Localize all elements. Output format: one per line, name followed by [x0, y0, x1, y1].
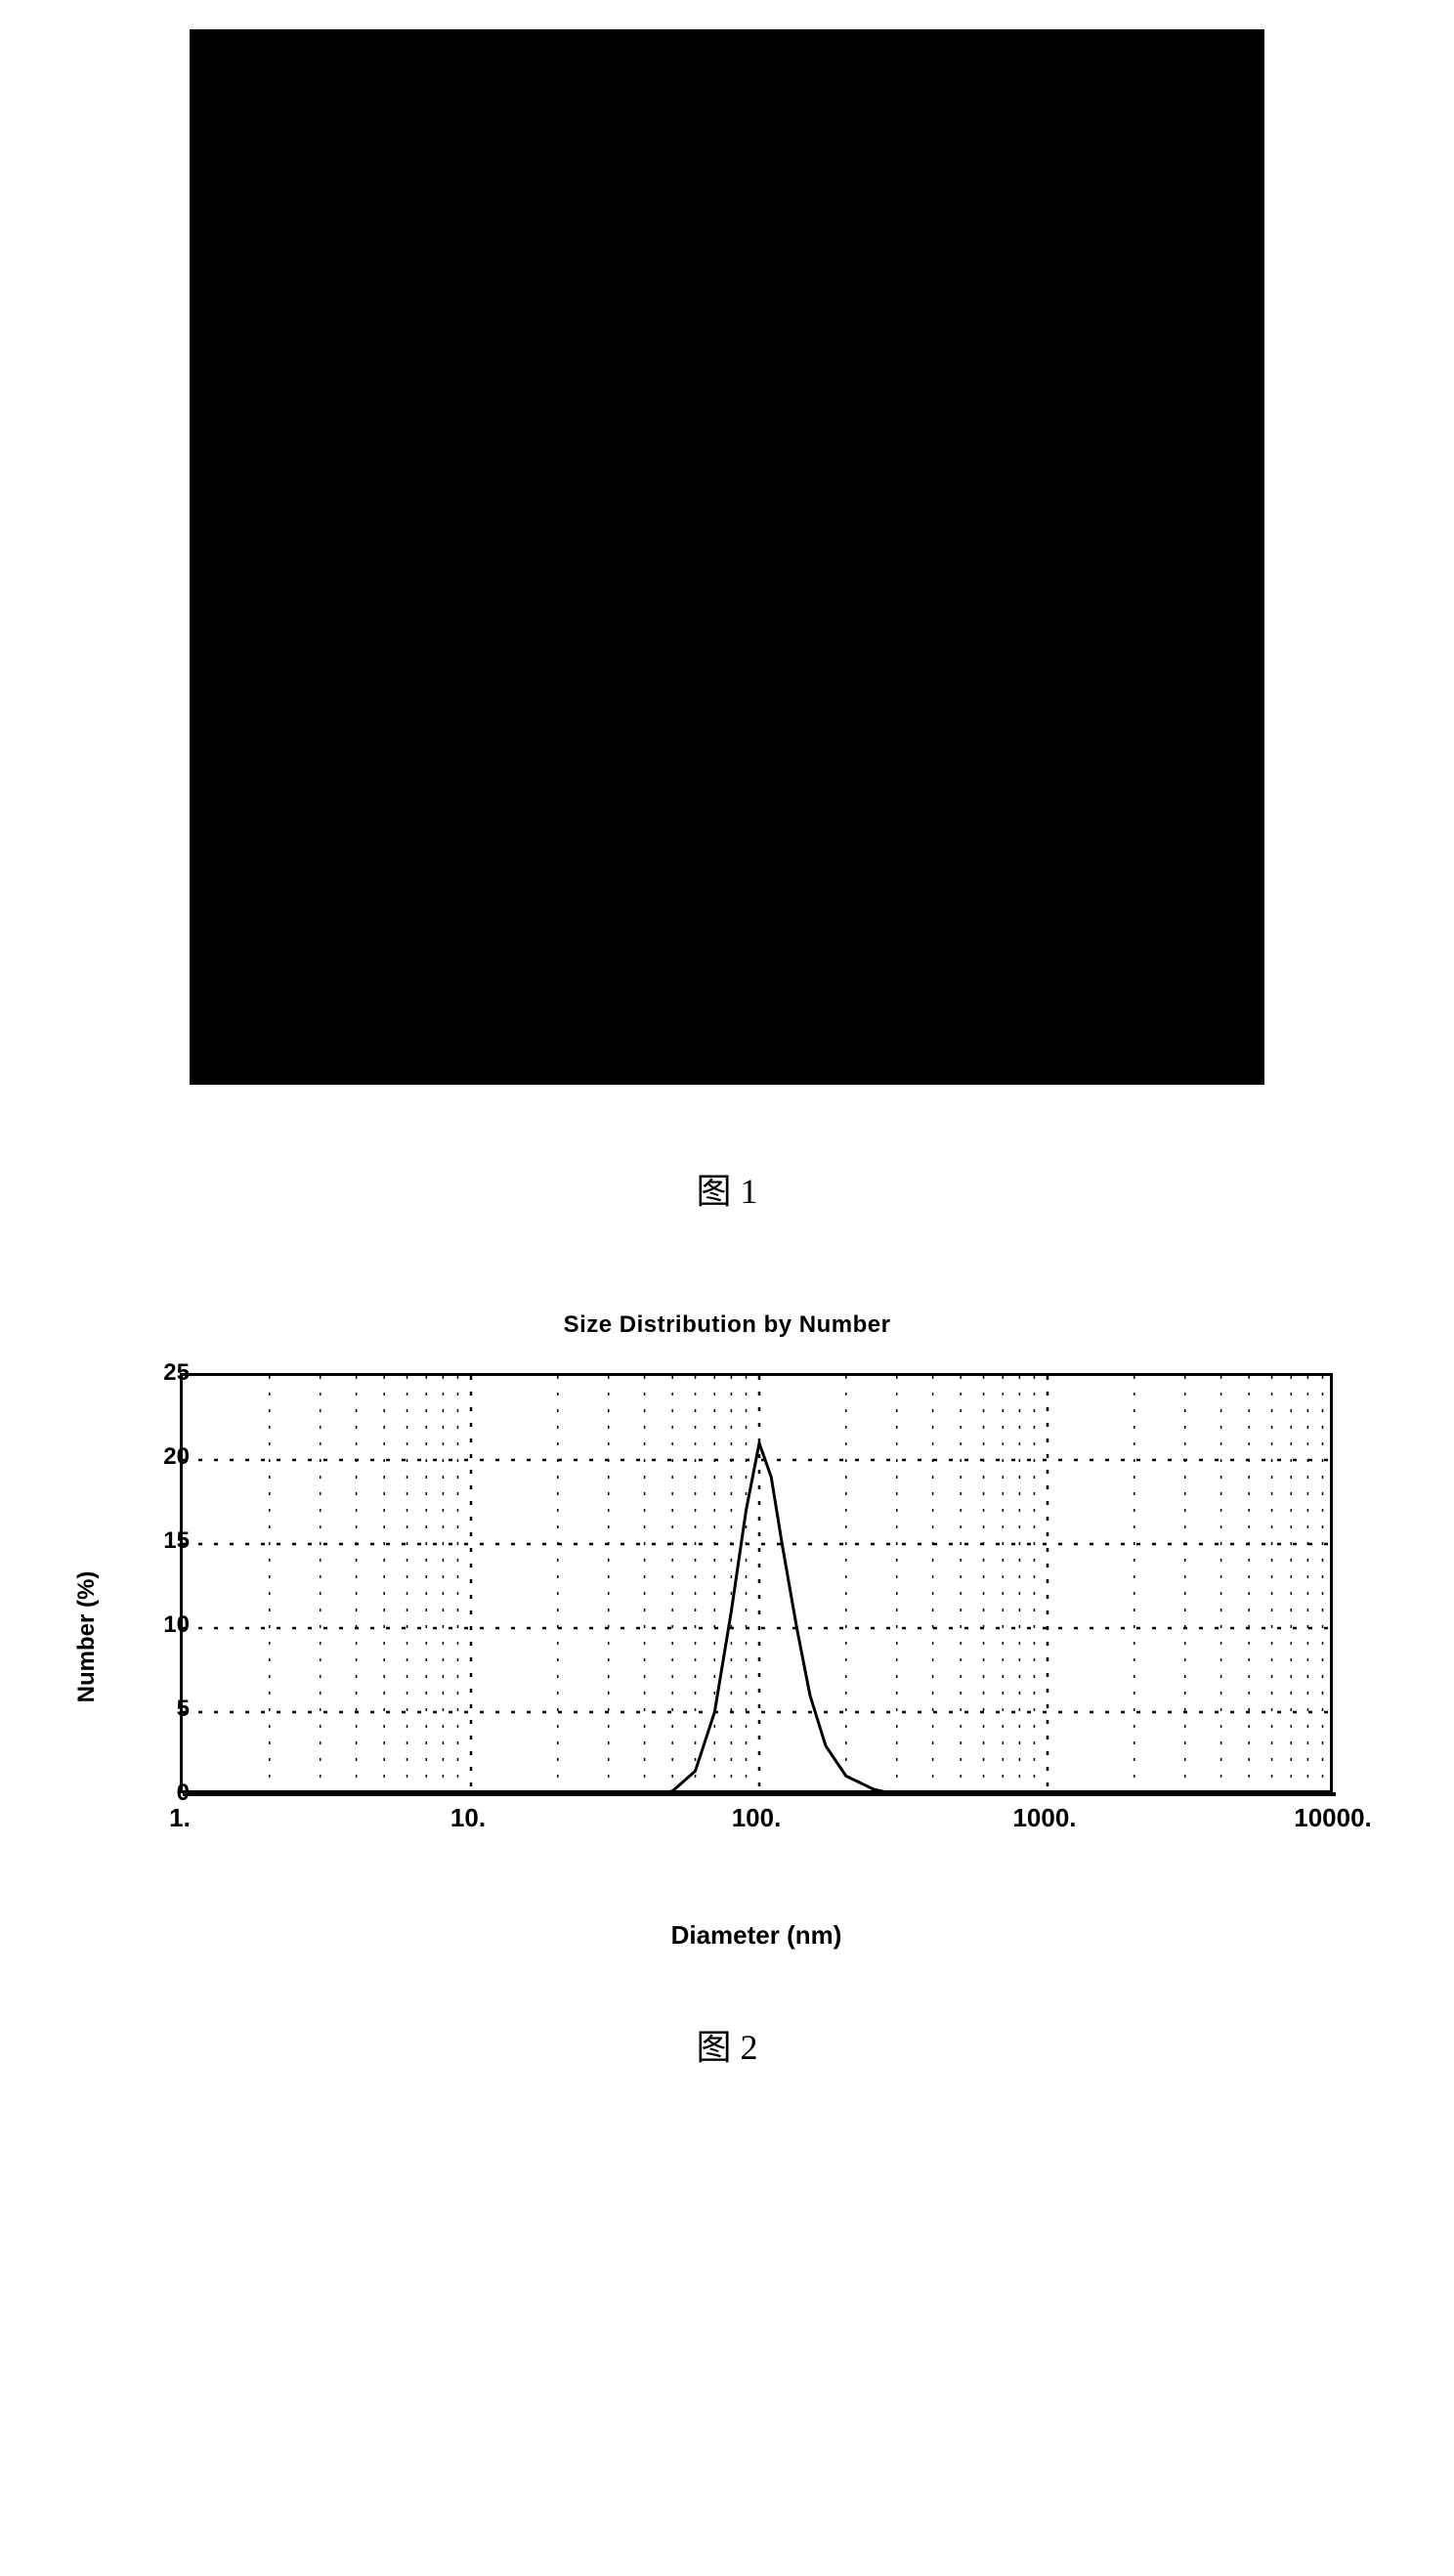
- chart-xlabel: Diameter (nm): [160, 1920, 1352, 1951]
- figure-1-container: [190, 29, 1264, 1085]
- chart-wrapper: Number (%) 0510152025 1.10.100.1000.1000…: [102, 1363, 1352, 1911]
- figure-1-image: [190, 29, 1264, 1085]
- ytick-label: 5: [177, 1696, 190, 1723]
- chart-svg: [183, 1376, 1336, 1796]
- chart-title: Size Distribution by Number: [102, 1311, 1352, 1339]
- xtick-label: 10.: [450, 1803, 486, 1833]
- chart-ylabel: Number (%): [73, 1571, 101, 1703]
- xtick-label: 1.: [169, 1803, 191, 1833]
- ytick-label: 10: [163, 1611, 190, 1639]
- figure-2-section: Size Distribution by Number Number (%) 0…: [102, 1311, 1352, 1951]
- ytick-label: 25: [163, 1359, 190, 1387]
- chart-plot-area: [180, 1373, 1333, 1793]
- figure-2-caption: 图 2: [98, 2019, 1356, 2070]
- figure-1-caption: 图 1: [98, 1163, 1356, 1214]
- ytick-label: 15: [163, 1527, 190, 1555]
- xtick-label: 100.: [732, 1803, 782, 1833]
- xtick-label: 10000.: [1294, 1803, 1372, 1833]
- xtick-label: 1000.: [1012, 1803, 1076, 1833]
- ytick-label: 20: [163, 1443, 190, 1471]
